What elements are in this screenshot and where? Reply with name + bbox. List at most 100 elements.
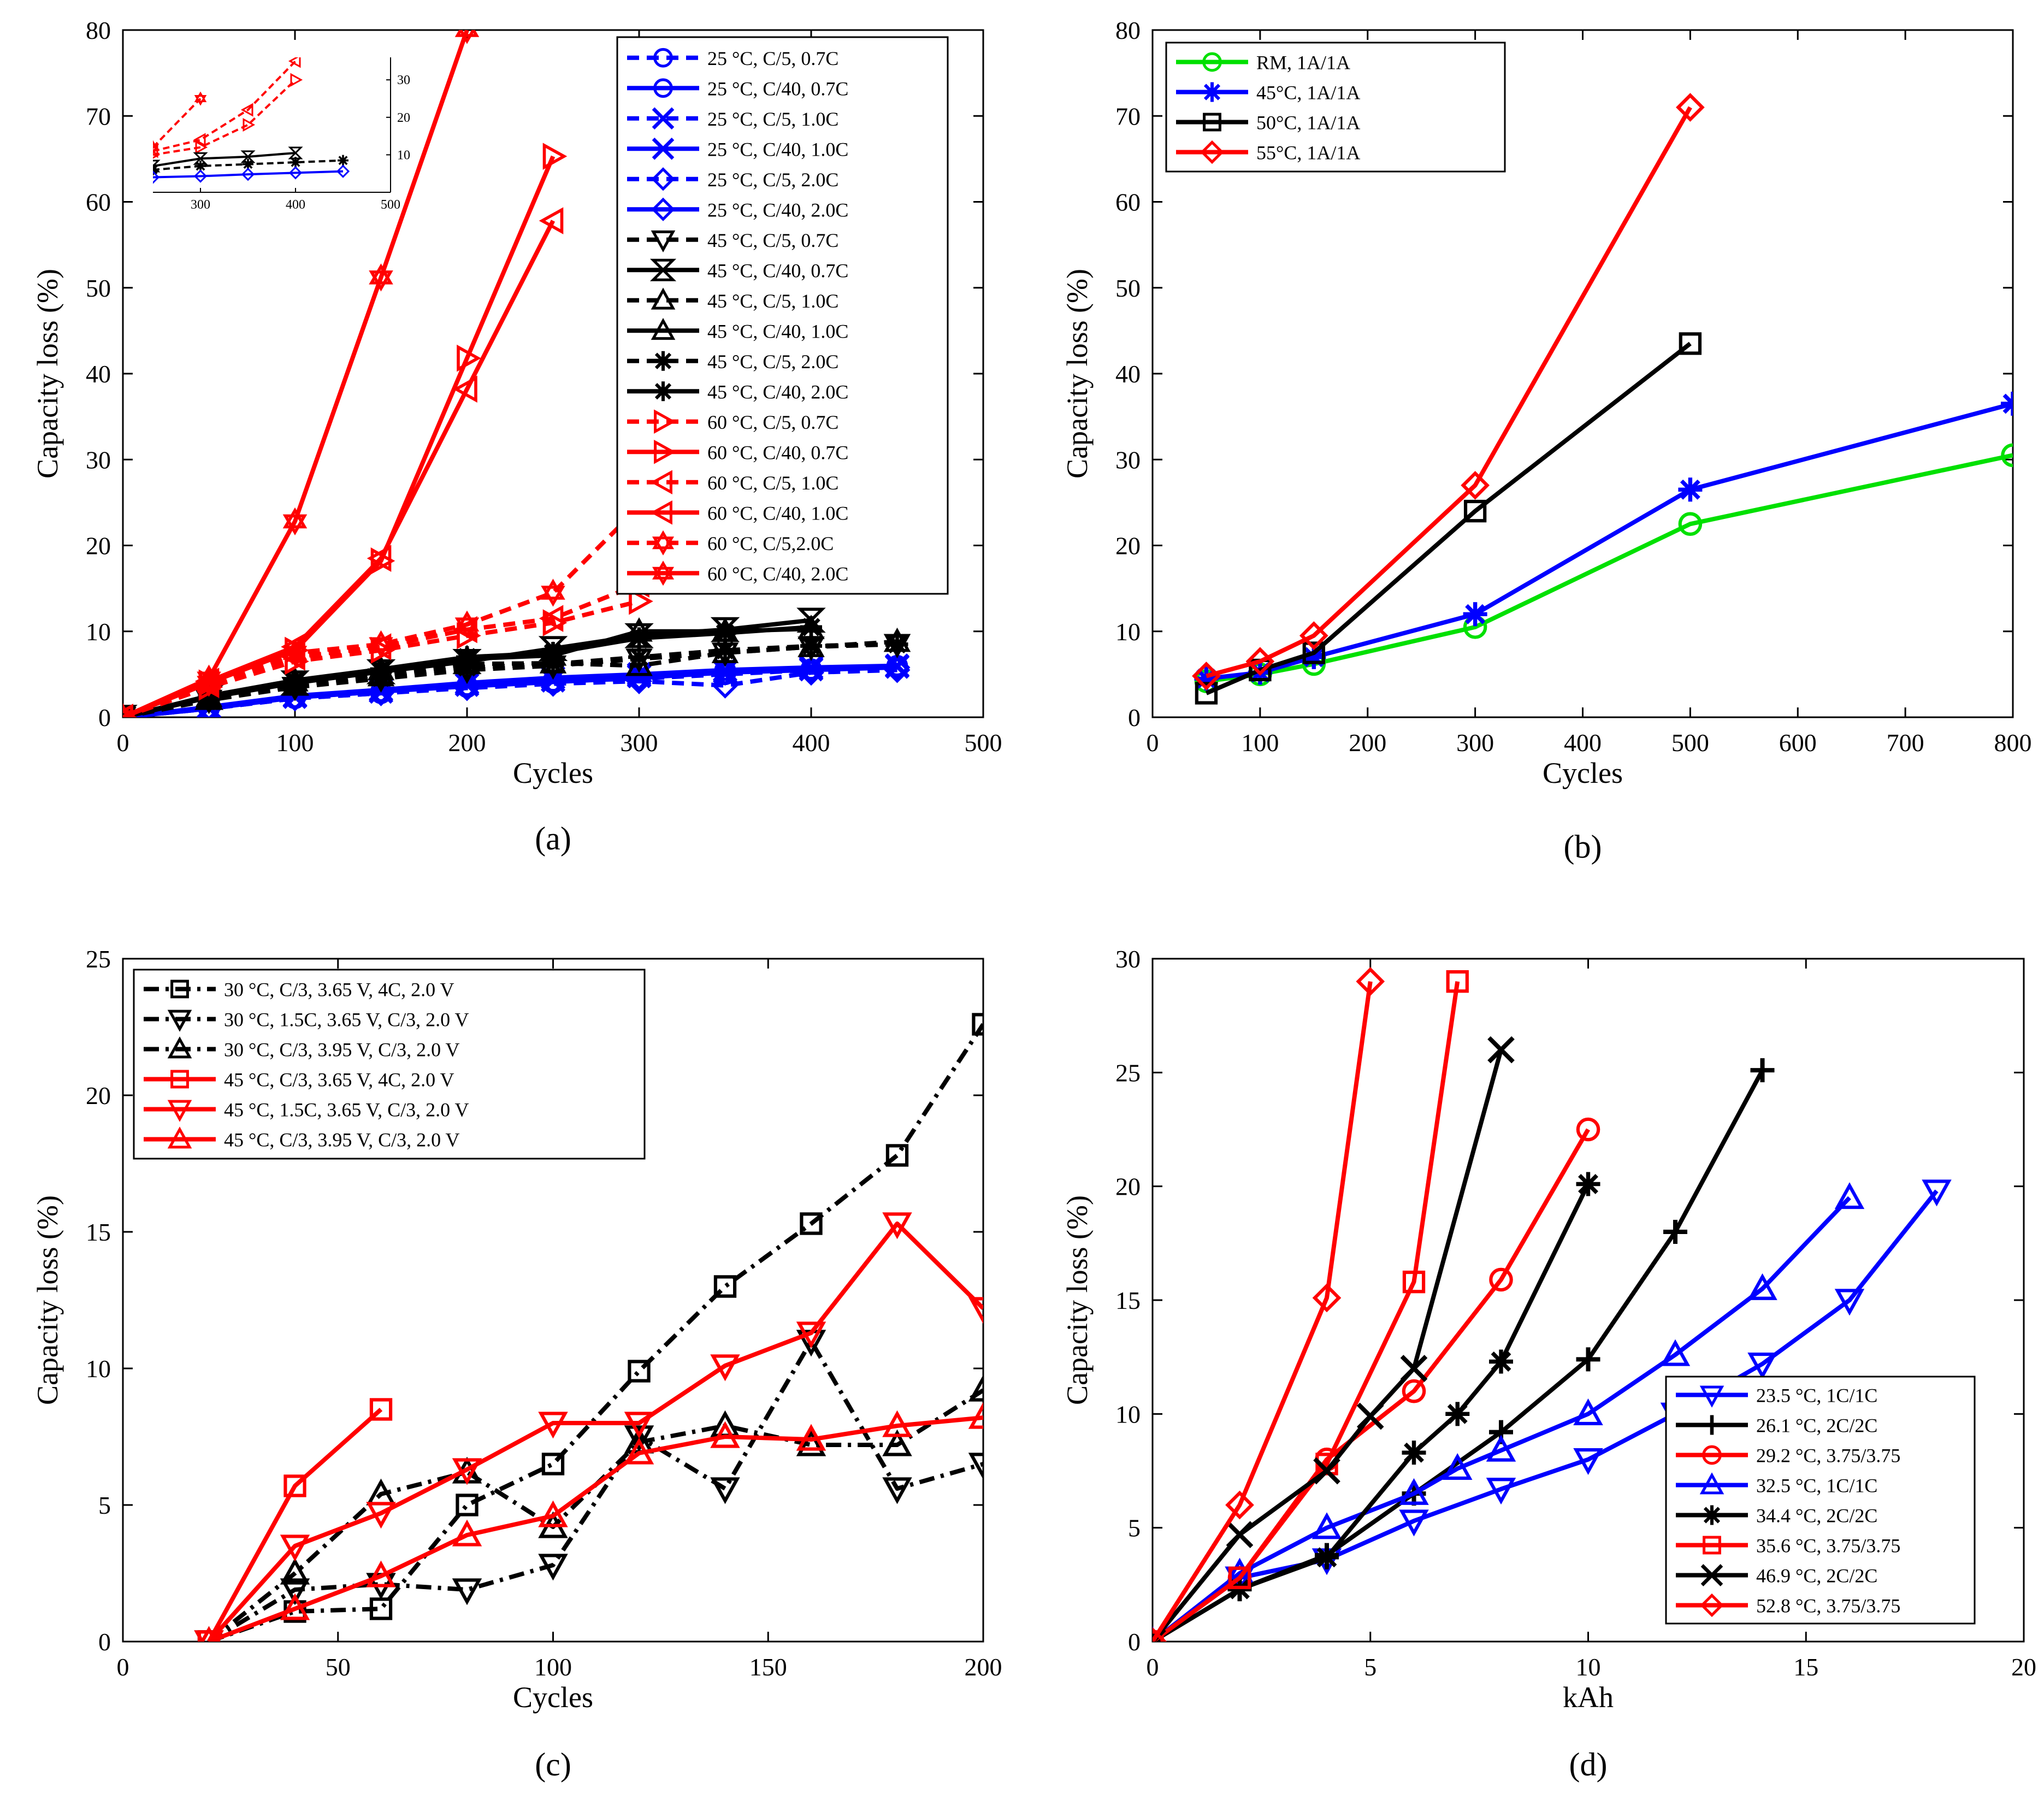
- legend-entry: 30 °C, 1.5C, 3.65 V, C/3, 2.0 V: [144, 1009, 469, 1032]
- legend-marker: [650, 470, 672, 495]
- data-point: [710, 1421, 740, 1448]
- x-tick-label: 0: [1147, 729, 1159, 757]
- legend-entry: 32.5 °C, 1C/1C: [1676, 1472, 1877, 1497]
- data-point: [1226, 1521, 1254, 1549]
- legend-marker: [1202, 52, 1222, 72]
- inset-series-line: [153, 79, 297, 156]
- y-axis-label: Capacity loss (%): [31, 269, 64, 479]
- y-tick-label: 50: [86, 274, 111, 302]
- data-point: [885, 1144, 909, 1167]
- legend-label: 60 °C, C/40, 0.7C: [707, 441, 848, 463]
- data-point: [197, 664, 221, 693]
- legend-label: 45°C, 1A/1A: [1256, 82, 1360, 104]
- data-point: [539, 207, 564, 234]
- data-point: [628, 646, 650, 668]
- data-point: [714, 622, 736, 644]
- y-tick-label: 20: [86, 1082, 111, 1109]
- data-point: [628, 627, 650, 650]
- legend-marker: [654, 409, 676, 434]
- data-point: [454, 610, 480, 639]
- data-point: [1747, 1352, 1777, 1380]
- data-point: [968, 1297, 983, 1324]
- data-point: [454, 673, 480, 700]
- x-tick-label: 300: [1456, 729, 1494, 757]
- legend-marker: [652, 560, 675, 586]
- data-point: [1573, 1398, 1603, 1426]
- legend-entry: RM, 1A/1A: [1176, 52, 1350, 74]
- inset-data-point: [336, 164, 350, 178]
- data-point: [972, 1013, 983, 1036]
- legend-label: 25 °C, C/40, 0.7C: [707, 78, 848, 99]
- series-4: [197, 1398, 393, 1642]
- inset-data-point: [195, 160, 206, 172]
- data-point: [1747, 1273, 1777, 1300]
- legend-entry: 60 °C, C/40, 1.0C: [627, 500, 848, 525]
- data-point: [1489, 1267, 1513, 1292]
- data-point: [1443, 1453, 1473, 1480]
- inset-data-point: [243, 117, 256, 132]
- data-point: [1313, 1457, 1340, 1485]
- inset-x-tick-label: 400: [286, 198, 305, 212]
- data-point: [1399, 1509, 1429, 1537]
- data-point: [1463, 602, 1487, 627]
- legend: RM, 1A/1A 45°C, 1A/1A 50°C, 1A/1A 55°C, 1A/…: [1165, 42, 1506, 173]
- legend-label: 35.6 °C, 3.75/3.75: [1756, 1535, 1900, 1557]
- legend-marker: [167, 1010, 192, 1032]
- y-tick-label: 60: [86, 188, 111, 216]
- data-point: [1834, 1289, 1865, 1316]
- series-4: [1192, 93, 1705, 690]
- y-tick-label: 0: [1128, 1628, 1141, 1656]
- data-point: [713, 1275, 737, 1298]
- x-tick-label: 0: [1147, 1653, 1159, 1681]
- x-tick-label: 500: [965, 729, 1002, 757]
- legend-marker: [1700, 1593, 1724, 1618]
- x-tick-label: 200: [1349, 729, 1386, 757]
- data-point: [457, 344, 481, 372]
- x-axis-label: Cycles: [1543, 757, 1623, 789]
- series-line: [1206, 106, 1692, 678]
- inset-data-point: [288, 166, 303, 180]
- y-tick-label: 10: [86, 618, 111, 646]
- data-point: [541, 579, 565, 607]
- data-point: [1312, 1512, 1342, 1539]
- inset-data-point: [288, 146, 303, 160]
- series-line: [123, 599, 640, 717]
- x-tick-label: 400: [1564, 729, 1602, 757]
- legend-marker: [1702, 1505, 1722, 1525]
- data-point: [284, 669, 306, 692]
- inset-plot: 300 400 500 10 20 30: [153, 57, 410, 212]
- data-point: [282, 639, 308, 667]
- inset-background: [153, 57, 391, 192]
- data-point: [452, 1519, 482, 1547]
- x-tick-label: 300: [621, 729, 658, 757]
- legend-marker: [652, 530, 675, 556]
- inset-series-6: [153, 164, 350, 184]
- x-tick-label: 200: [965, 1653, 1002, 1681]
- legend-marker: [653, 381, 673, 402]
- x-tick-label: 100: [276, 729, 314, 757]
- data-point: [968, 1374, 983, 1402]
- panel-label: (c): [535, 1746, 571, 1783]
- data-point: [123, 705, 138, 717]
- data-point: [542, 642, 564, 664]
- legend-marker: [651, 287, 676, 310]
- series-line: [208, 1415, 983, 1642]
- y-tick-label: 40: [1115, 360, 1141, 388]
- inset-data-point: [240, 150, 256, 163]
- inset-series-line: [153, 60, 297, 152]
- legend-entry: 35.6 °C, 3.75/3.75: [1676, 1535, 1900, 1557]
- legend-marker: [1700, 1564, 1723, 1586]
- legend-marker: [1703, 1536, 1721, 1555]
- legend-marker: [651, 167, 675, 191]
- data-point: [712, 672, 739, 699]
- y-axis-label: Capacity loss (%): [1061, 269, 1094, 479]
- data-point: [800, 1212, 823, 1235]
- legend-entry: 60 °C, C/40, 0.7C: [627, 439, 848, 464]
- data-point: [796, 1424, 826, 1451]
- legend-entry: 25 °C, C/40, 1.0C: [627, 137, 848, 160]
- series-line: [123, 582, 640, 717]
- y-tick-label: 20: [1115, 1173, 1141, 1201]
- inset-data-point: [288, 57, 301, 68]
- data-point: [1445, 1402, 1470, 1426]
- legend-marker: [652, 107, 675, 130]
